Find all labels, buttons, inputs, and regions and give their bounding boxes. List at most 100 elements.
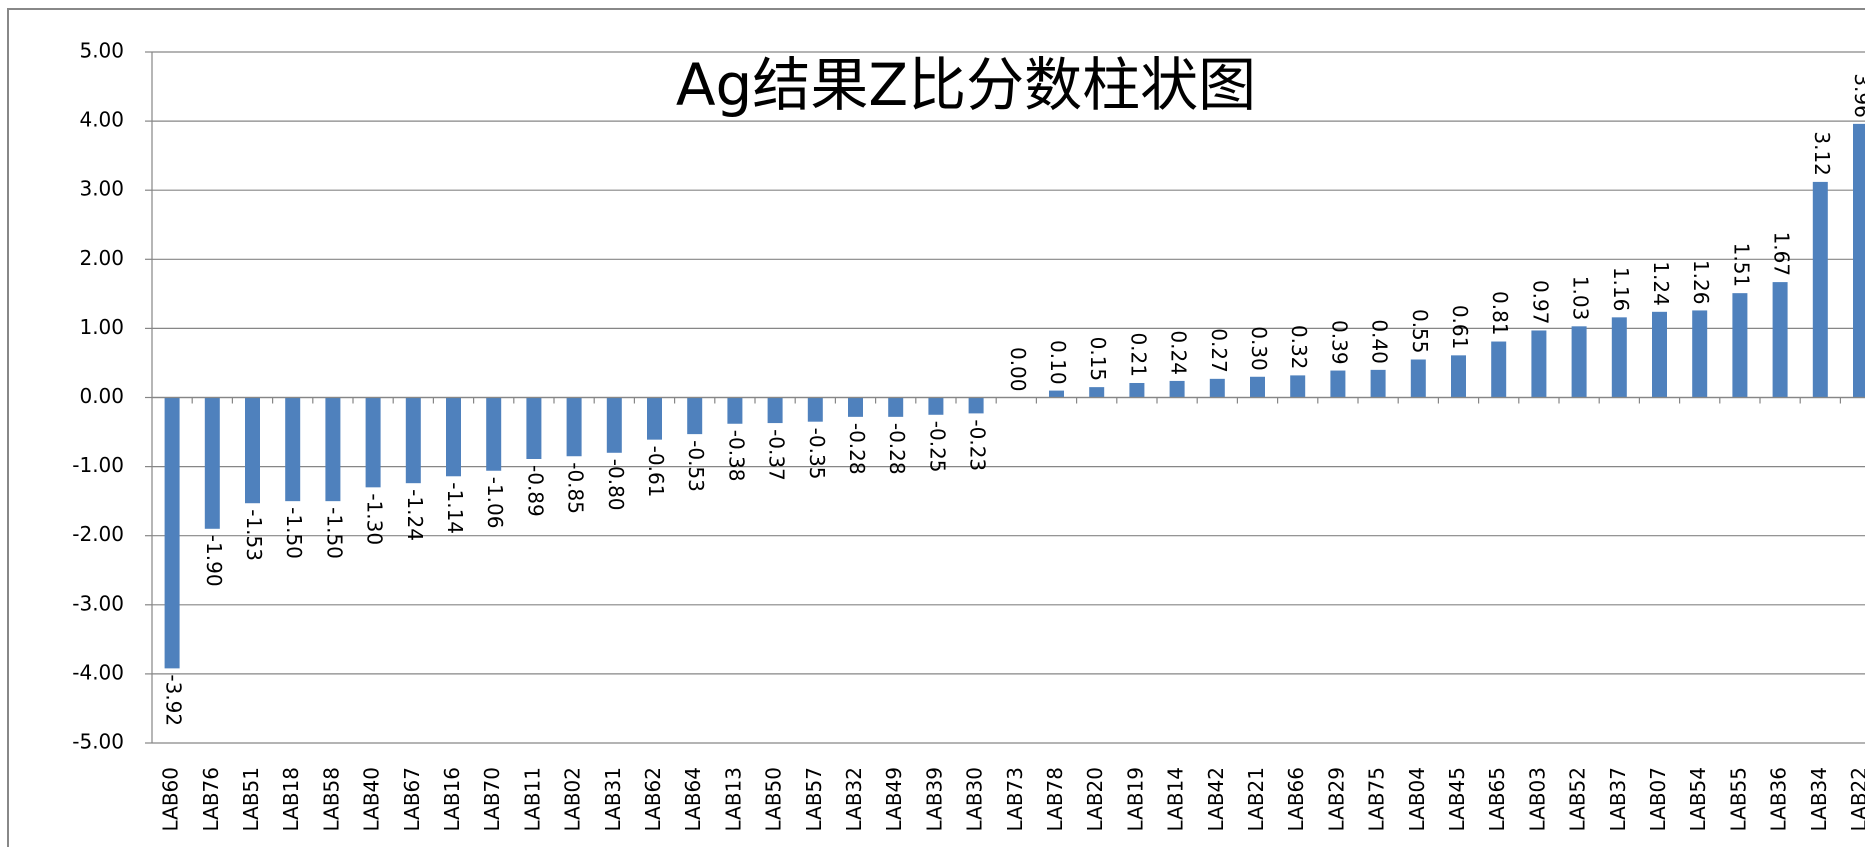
x-tick-label: LAB04: [1405, 767, 1429, 831]
bar: [325, 397, 341, 502]
data-label: -0.35: [805, 428, 829, 480]
data-label: 1.24: [1649, 261, 1673, 306]
x-tick-label: LAB60: [159, 767, 183, 831]
y-tick-label: 4.00: [79, 108, 124, 132]
x-tick-label: LAB39: [922, 767, 946, 831]
bar: [1571, 326, 1587, 398]
data-label: 0.40: [1368, 319, 1392, 364]
data-label: 0.39: [1327, 320, 1351, 365]
data-label: -0.61: [644, 446, 668, 498]
data-label: 3.96: [1850, 73, 1865, 118]
bar: [1531, 330, 1547, 398]
x-tick-label: LAB21: [1244, 767, 1268, 831]
data-label: -0.23: [966, 419, 990, 471]
y-tick-label: -3.00: [72, 591, 124, 615]
data-label: -1.30: [363, 493, 387, 545]
bar: [526, 397, 542, 459]
data-label: -1.50: [322, 507, 346, 559]
data-label: 0.61: [1448, 305, 1472, 350]
chart-frame: [7, 8, 1865, 847]
x-tick-label: LAB13: [721, 767, 745, 831]
data-label: 0.24: [1167, 330, 1191, 375]
x-tick-label: LAB36: [1767, 767, 1791, 831]
bar: [1410, 359, 1426, 398]
bar: [1491, 341, 1507, 398]
x-tick-label: LAB58: [319, 767, 343, 831]
bar: [1611, 317, 1627, 398]
x-tick-label: LAB14: [1164, 767, 1188, 831]
data-label: 0.27: [1207, 328, 1231, 373]
y-tick-label: 3.00: [79, 177, 124, 201]
data-label: -0.28: [885, 423, 909, 475]
data-label: 1.03: [1569, 276, 1593, 321]
bar: [1451, 355, 1466, 398]
data-label: -0.53: [684, 440, 708, 492]
data-label: -0.85: [564, 462, 588, 514]
y-tick-label: 2.00: [79, 246, 124, 270]
data-label: 0.30: [1247, 326, 1271, 371]
y-tick-label: -2.00: [72, 522, 124, 546]
x-tick-label: LAB37: [1606, 767, 1630, 831]
x-tick-label: LAB32: [842, 767, 866, 831]
x-tick-label: LAB11: [520, 767, 544, 831]
bar: [1290, 375, 1306, 398]
data-label: -1.50: [282, 507, 306, 559]
x-tick-label: LAB66: [1284, 767, 1308, 831]
data-label: 0.97: [1528, 280, 1552, 325]
x-tick-label: LAB31: [601, 767, 625, 831]
x-tick-label: LAB64: [681, 767, 705, 831]
bar: [1049, 390, 1064, 398]
x-tick-label: LAB55: [1726, 767, 1750, 831]
data-label: 0.32: [1287, 325, 1311, 370]
data-label: 3.12: [1810, 131, 1834, 176]
x-tick-label: LAB19: [1123, 767, 1147, 831]
data-label: -0.89: [523, 465, 547, 517]
x-tick-label: LAB40: [360, 767, 384, 831]
data-label: 0.21: [1126, 332, 1150, 377]
x-tick-label: LAB22: [1847, 767, 1865, 831]
bar: [285, 397, 301, 502]
data-label: -0.25: [925, 421, 949, 473]
data-label: -1.53: [242, 509, 266, 561]
x-tick-label: LAB49: [882, 767, 906, 831]
x-tick-label: LAB07: [1646, 767, 1670, 831]
bar: [164, 397, 180, 669]
data-label: -0.80: [604, 459, 628, 511]
data-label: 0.00: [1006, 347, 1030, 392]
x-tick-label: LAB57: [802, 767, 826, 831]
bar: [365, 397, 381, 488]
data-label: -1.24: [403, 489, 427, 541]
bar: [1692, 310, 1708, 398]
x-tick-label: LAB03: [1525, 767, 1549, 831]
bar: [1853, 123, 1865, 398]
x-tick-label: LAB73: [1003, 767, 1027, 831]
bar: [687, 397, 703, 435]
y-tick-label: 1.00: [79, 315, 124, 339]
data-label: -0.28: [845, 423, 869, 475]
bar: [405, 397, 421, 484]
x-tick-label: LAB70: [480, 767, 504, 831]
data-label: 0.10: [1046, 340, 1070, 385]
bar: [1209, 378, 1225, 398]
x-tick-label: LAB02: [561, 767, 585, 831]
x-tick-label: LAB45: [1445, 767, 1469, 831]
x-tick-label: LAB16: [440, 767, 464, 831]
data-label: -1.14: [443, 482, 467, 534]
bar: [1732, 293, 1748, 398]
data-label: 1.67: [1770, 232, 1794, 277]
data-label: 1.26: [1689, 260, 1713, 305]
bar: [767, 397, 783, 424]
y-tick-label: -5.00: [72, 730, 124, 754]
data-label: 0.15: [1086, 337, 1110, 382]
x-tick-label: LAB52: [1566, 767, 1590, 831]
bar: [446, 397, 461, 477]
bar: [1370, 369, 1386, 398]
y-tick-label: -4.00: [72, 660, 124, 684]
data-label: 1.51: [1729, 243, 1753, 288]
x-tick-label: LAB75: [1365, 767, 1389, 831]
bar: [1330, 370, 1346, 398]
bar: [1772, 282, 1788, 398]
bar: [204, 397, 220, 529]
bar: [486, 397, 502, 471]
bar: [727, 397, 743, 424]
